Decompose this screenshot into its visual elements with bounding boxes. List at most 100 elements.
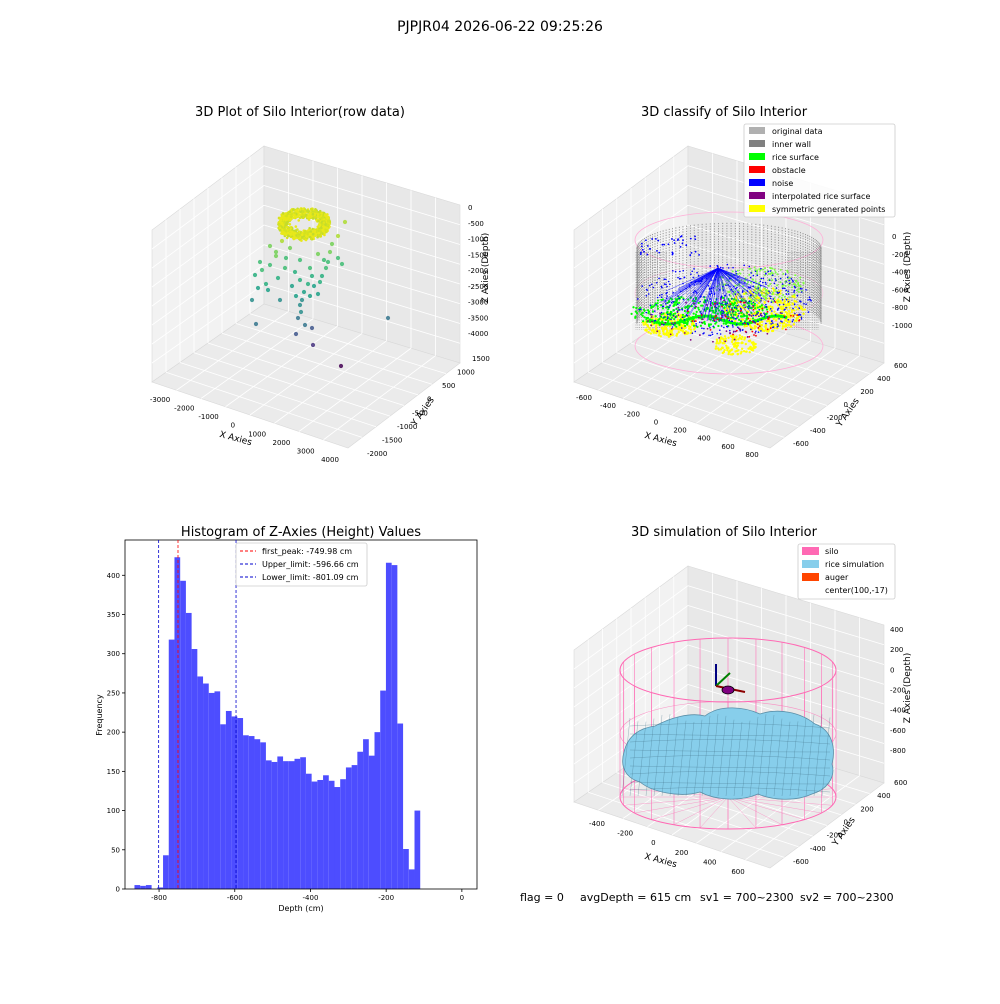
panel2-rice-point	[675, 303, 678, 306]
panel2-noise-point	[755, 330, 757, 333]
panel1-point	[289, 218, 292, 222]
panel2-noise-point	[663, 323, 665, 326]
panel2-obstacle-point	[713, 302, 716, 305]
panel2-symmetric-point	[714, 347, 718, 350]
panel1-wall-grid	[263, 165, 461, 226]
panel2-rice-point	[798, 287, 801, 290]
panel2-symmetric-point	[724, 337, 727, 340]
panel2-obstacle-point	[715, 314, 718, 317]
histogram-bar	[334, 787, 341, 889]
panel2-symmetric-point	[760, 320, 764, 323]
panel2-rice-point	[728, 300, 731, 303]
panel2-rice-point	[745, 314, 749, 317]
panel2-interp-point	[676, 310, 679, 313]
panel2-noise-point	[701, 327, 703, 329]
panel2-rice-point	[635, 306, 638, 310]
panel1-z-tick: 0	[468, 204, 472, 212]
panel2-symmetric-point	[749, 317, 752, 321]
panel2-symmetric-point	[782, 305, 785, 308]
panel2-rice-point	[656, 305, 659, 308]
panel2-noise-point	[694, 250, 697, 253]
panel2-symmetric-point	[740, 341, 743, 345]
panel2-rice-point	[732, 304, 735, 307]
panel2-rice-point	[669, 310, 672, 313]
panel1-point	[288, 210, 292, 214]
panel2-noise-point	[760, 319, 763, 321]
panel2-noise-point	[656, 249, 658, 252]
panel2-rice-point	[762, 295, 765, 298]
panel2-noise-point	[781, 283, 784, 285]
panel2-noise-point	[717, 265, 719, 268]
panel2-noise-point	[735, 323, 738, 326]
panel1-point	[293, 331, 299, 337]
panel2-noise-point	[733, 306, 736, 309]
panel2-noise-point	[782, 287, 784, 290]
panel1-point	[284, 212, 287, 215]
panel2-rice-point	[664, 316, 667, 319]
panel2-symmetric-point	[650, 329, 654, 332]
panel2-noise-point	[646, 244, 649, 247]
panel1-point	[289, 283, 295, 289]
histogram-bar	[288, 761, 295, 889]
panel2-legend-swatch	[749, 140, 765, 147]
panel2-wall-grid	[573, 204, 689, 288]
panel2-floor-grid	[745, 355, 860, 441]
panel2-rice-point	[686, 312, 689, 315]
panel2-noise-point	[673, 239, 676, 242]
panel2-rice-point	[656, 299, 660, 302]
panel2-interp-point	[724, 340, 727, 343]
panel2-noise-point	[793, 289, 796, 292]
panel2-rice-point	[777, 300, 780, 303]
panel2-rice-point	[641, 311, 644, 314]
panel4-y-tick: 200	[860, 805, 873, 813]
histogram-bar	[243, 735, 249, 889]
panel2-noise-point	[654, 237, 657, 240]
panel2-noise-point	[731, 324, 734, 326]
footer-flag: flag = 0	[520, 891, 564, 904]
panel2-noise-point	[653, 310, 656, 312]
panel2-floor-grid	[645, 332, 842, 396]
panel2-legend-swatch	[749, 153, 765, 160]
panel2-obstacle-point	[785, 328, 787, 331]
panel2-noise-point	[736, 304, 739, 307]
panel2-noise-point	[800, 316, 803, 319]
panel1-point	[327, 249, 333, 255]
panel2-y-tick: -600	[793, 440, 809, 448]
histogram-bar	[197, 676, 204, 889]
panel2-noise-point	[774, 278, 777, 280]
panel1-point	[298, 309, 304, 315]
panel2-rice-point	[722, 322, 725, 325]
panel2-interp-point	[695, 305, 697, 308]
panel2-noise-point	[694, 330, 697, 333]
panel-classify-3d: 3D classify of Silo Interior -600-400-20…	[573, 105, 913, 459]
histogram-bar	[145, 885, 152, 889]
panel1-floor-grid	[298, 347, 412, 432]
panel2-noise-point	[669, 283, 671, 286]
panel2-symmetric-point	[687, 327, 691, 330]
panel1-point	[308, 213, 312, 217]
panel2-noise-point	[748, 300, 751, 302]
panel2-symmetric-point	[795, 300, 798, 303]
panel2-rice-point	[756, 269, 759, 272]
panel2-y-tick: 600	[894, 362, 907, 370]
panel1-point	[325, 226, 329, 230]
panel2-noise-point	[763, 315, 765, 318]
panel1-point	[279, 218, 283, 222]
panel2-noise-point	[801, 288, 803, 290]
panel4-x-tick: -200	[617, 830, 633, 838]
panel1-point	[326, 219, 330, 223]
panel2-rice-point	[754, 294, 757, 297]
panel2-symmetric-point	[743, 338, 746, 341]
panel2-noise-point	[731, 320, 734, 323]
panel2-interp-point	[669, 333, 672, 336]
panel1-point	[278, 229, 282, 232]
panel1-z-tick: -3000	[468, 299, 488, 307]
panel2-rice-point	[788, 283, 791, 286]
panel2-interp-point	[723, 299, 725, 302]
panel1-point	[280, 215, 284, 218]
panel2-symmetric-point	[793, 295, 796, 299]
panel2-symmetric-point	[793, 309, 796, 312]
panel2-rice-point	[673, 300, 677, 303]
panel2-rice-point	[769, 266, 772, 269]
panel1-point	[294, 232, 297, 235]
